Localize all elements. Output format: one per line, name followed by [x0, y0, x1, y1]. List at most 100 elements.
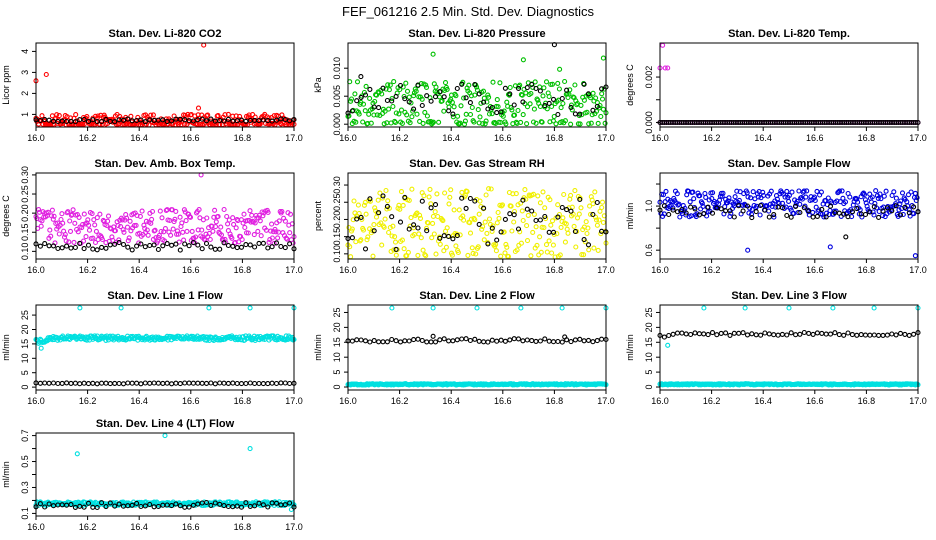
data-point [779, 331, 785, 337]
data-point [517, 229, 523, 235]
data-point [556, 86, 562, 92]
data-point [423, 225, 430, 231]
data-point [389, 98, 395, 104]
data-point [371, 338, 377, 344]
data-point [520, 338, 526, 344]
data-point [268, 228, 274, 234]
data-point [558, 224, 564, 230]
data-point [473, 251, 479, 257]
data-point [225, 116, 231, 122]
data-point [152, 227, 158, 233]
data-point [683, 331, 689, 337]
data-point [535, 97, 541, 103]
data-point [60, 220, 66, 226]
outlier-point [665, 342, 671, 348]
data-point [385, 82, 391, 88]
data-point [736, 197, 742, 203]
data-point [585, 242, 592, 248]
chart-panel-10: Stan. Dev. Line 4 (LT) Flow ml/min 16.0 16.… [1, 418, 303, 532]
data-point [121, 229, 127, 235]
data-point [179, 220, 185, 226]
data-point [585, 225, 591, 231]
data-point [81, 380, 87, 386]
data-point [546, 238, 552, 244]
data-point [120, 381, 127, 387]
data-point [519, 92, 525, 98]
y-axis-label: ml/min [625, 203, 635, 230]
data-point [599, 86, 605, 92]
outlier-point [745, 247, 751, 253]
data-point [568, 104, 574, 110]
data-point [418, 235, 424, 241]
data-point [71, 239, 77, 245]
data-point [459, 81, 465, 87]
data-point [361, 202, 367, 208]
data-point [85, 118, 92, 125]
outlier-point [871, 305, 877, 311]
data-point [897, 201, 903, 207]
panel-title: Stan. Dev. Line 1 Flow [107, 290, 223, 302]
data-point [245, 230, 251, 236]
data-point [55, 380, 61, 387]
x-tick-label: 16.0 [339, 265, 357, 275]
data-point [169, 503, 175, 509]
data-point [806, 208, 812, 214]
data-point [62, 231, 68, 238]
data-point [413, 88, 419, 94]
data-point [813, 204, 819, 210]
data-point [841, 211, 847, 217]
data-point [393, 246, 399, 252]
data-point [238, 117, 245, 123]
data-point [252, 380, 258, 387]
data-point [390, 103, 396, 110]
data-point [454, 337, 460, 343]
data-point [362, 108, 368, 114]
data-point [442, 80, 449, 86]
data-point [384, 339, 390, 345]
data-point [238, 244, 245, 250]
data-point [871, 332, 877, 338]
data-point [147, 380, 153, 386]
data-point [515, 107, 521, 114]
y-tick-label: 25 [644, 307, 654, 317]
data-point [674, 330, 681, 336]
data-point [584, 230, 590, 237]
data-point [59, 245, 65, 251]
data-point [594, 222, 600, 228]
data-point [239, 236, 245, 243]
data-point [386, 87, 392, 93]
data-point [862, 332, 869, 338]
data-point [663, 188, 669, 194]
data-point [450, 338, 456, 344]
data-point [698, 206, 704, 212]
data-point [593, 95, 599, 101]
data-point [107, 381, 113, 387]
data-point [564, 207, 570, 213]
data-point [462, 118, 468, 124]
data-point [397, 206, 403, 212]
data-point [597, 102, 603, 109]
outlier-point [786, 305, 792, 311]
data-point [687, 199, 693, 205]
data-point [70, 207, 76, 213]
data-point [511, 336, 517, 342]
data-point [180, 229, 186, 235]
data-point [711, 198, 717, 205]
data-point [782, 194, 788, 200]
data-point [482, 121, 488, 127]
data-point [243, 380, 249, 387]
data-point [190, 502, 196, 508]
data-point [529, 208, 535, 214]
data-point [793, 203, 799, 209]
data-point [419, 102, 425, 109]
data-point [77, 503, 83, 509]
data-point [362, 92, 369, 98]
data-point [393, 110, 399, 116]
data-point [142, 380, 148, 386]
data-point [862, 211, 869, 218]
data-point [581, 237, 587, 243]
data-point [602, 120, 608, 126]
data-point [508, 203, 514, 209]
data-point [819, 206, 825, 212]
data-point [472, 336, 478, 342]
